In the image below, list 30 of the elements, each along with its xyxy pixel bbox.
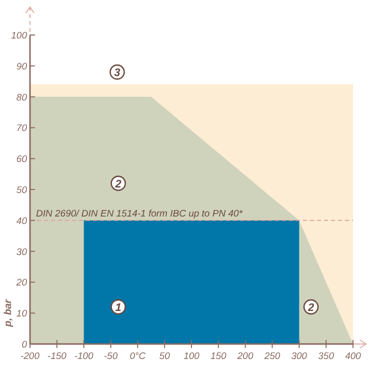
x-tick-label: 250 bbox=[263, 351, 281, 362]
x-tick-label: 100 bbox=[184, 351, 200, 362]
y-tick-label: 100 bbox=[11, 30, 28, 42]
y-tick-label: 0 bbox=[22, 340, 28, 350]
x-tick-label: -150 bbox=[47, 351, 68, 362]
x-tick-label: -200 bbox=[20, 351, 40, 362]
y-tick-label: 10 bbox=[16, 308, 28, 320]
annotation: 2 bbox=[306, 302, 314, 314]
y-tick-label: 20 bbox=[15, 278, 28, 289]
x-tick-label: 0°C bbox=[130, 351, 146, 362]
y-tick-label: 50 bbox=[16, 185, 28, 196]
x-tick-label: 200 bbox=[236, 351, 254, 362]
y-tick-label: 80 bbox=[16, 92, 28, 104]
y-tick-label: 60 bbox=[16, 154, 28, 166]
y-tick-label: 70 bbox=[16, 123, 28, 134]
x-tick-label: 300 bbox=[291, 351, 308, 362]
x-tick-label: -50 bbox=[104, 351, 118, 362]
annotation: 1 bbox=[115, 302, 122, 314]
x-tick-label: 50 bbox=[159, 351, 171, 362]
y-tick-label: 90 bbox=[16, 61, 28, 72]
y-tick-label: 30 bbox=[16, 246, 28, 258]
x-tick-label: 400 bbox=[345, 351, 362, 362]
x-tick-label: -100 bbox=[74, 351, 94, 362]
x-tick-label: 350 bbox=[318, 351, 335, 362]
annotation: 3 bbox=[114, 67, 120, 80]
y-tick-label: 40 bbox=[16, 216, 28, 227]
ref-line-label: DIN 2690/ DIN EN 1514-1 form IBC up to PN 40* bbox=[36, 208, 243, 220]
annotation: 2 bbox=[114, 178, 122, 190]
y-axis-title: p, bar bbox=[3, 298, 14, 328]
x-tick-label: 150 bbox=[210, 351, 228, 362]
